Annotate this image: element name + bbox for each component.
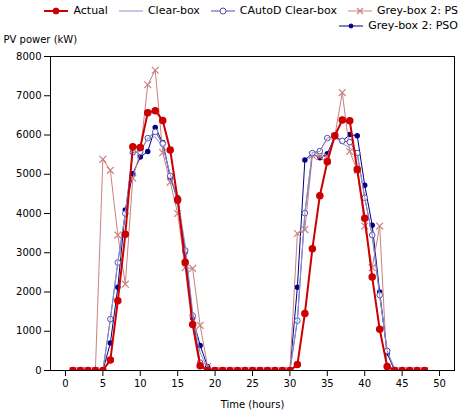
svg-text:1000: 1000 xyxy=(16,325,41,336)
svg-text:PV power (kW): PV power (kW) xyxy=(4,34,78,45)
html-text:CAutoD Clear-box: CAutoD Clear-box xyxy=(239,4,337,17)
svg-text:35: 35 xyxy=(321,378,334,389)
svg-text:30: 30 xyxy=(284,378,297,389)
svg-text:5000: 5000 xyxy=(16,168,41,179)
svg-text:20: 20 xyxy=(209,378,222,389)
svg-text:25: 25 xyxy=(246,378,259,389)
html-text:Actual: Actual xyxy=(73,4,108,17)
svg-text:8000: 8000 xyxy=(16,51,41,62)
svg-text:4000: 4000 xyxy=(16,208,41,219)
svg-text:0: 0 xyxy=(35,365,41,376)
svg-text:10: 10 xyxy=(134,378,147,389)
svg-text:7000: 7000 xyxy=(16,90,41,101)
html-text:Grey-box 2: PSO: Grey-box 2: PSO xyxy=(368,19,458,32)
svg-text:50: 50 xyxy=(433,378,446,389)
svg-text:15: 15 xyxy=(171,378,184,389)
svg-text:0: 0 xyxy=(62,378,68,389)
html-text:Clear-box: Clear-box xyxy=(147,4,200,17)
svg-text:2000: 2000 xyxy=(16,286,41,297)
svg-text:5: 5 xyxy=(100,378,106,389)
svg-text:6000: 6000 xyxy=(16,129,41,140)
svg-text:45: 45 xyxy=(396,378,409,389)
svg-text:40: 40 xyxy=(358,378,371,389)
svg-text:3000: 3000 xyxy=(16,247,41,258)
svg-text:Time (hours): Time (hours) xyxy=(220,399,285,410)
html-text:Grey-box 2: PS: Grey-box 2: PS xyxy=(376,4,458,17)
